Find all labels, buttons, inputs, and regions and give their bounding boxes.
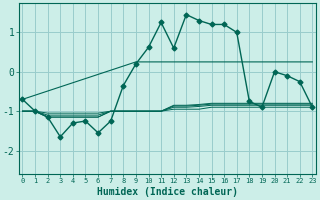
X-axis label: Humidex (Indice chaleur): Humidex (Indice chaleur) xyxy=(97,187,238,197)
